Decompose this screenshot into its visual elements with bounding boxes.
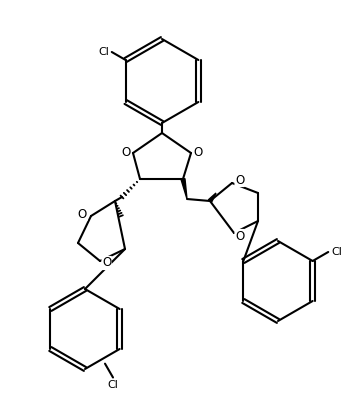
Text: O: O — [78, 208, 87, 220]
Text: Cl: Cl — [108, 381, 118, 390]
Text: O: O — [122, 145, 131, 159]
Polygon shape — [208, 193, 216, 202]
Text: O: O — [235, 173, 244, 187]
Polygon shape — [181, 179, 187, 199]
Text: Cl: Cl — [331, 247, 342, 257]
Text: O: O — [193, 145, 202, 159]
Text: O: O — [102, 256, 111, 270]
Text: O: O — [235, 229, 244, 242]
Text: Cl: Cl — [98, 47, 109, 57]
